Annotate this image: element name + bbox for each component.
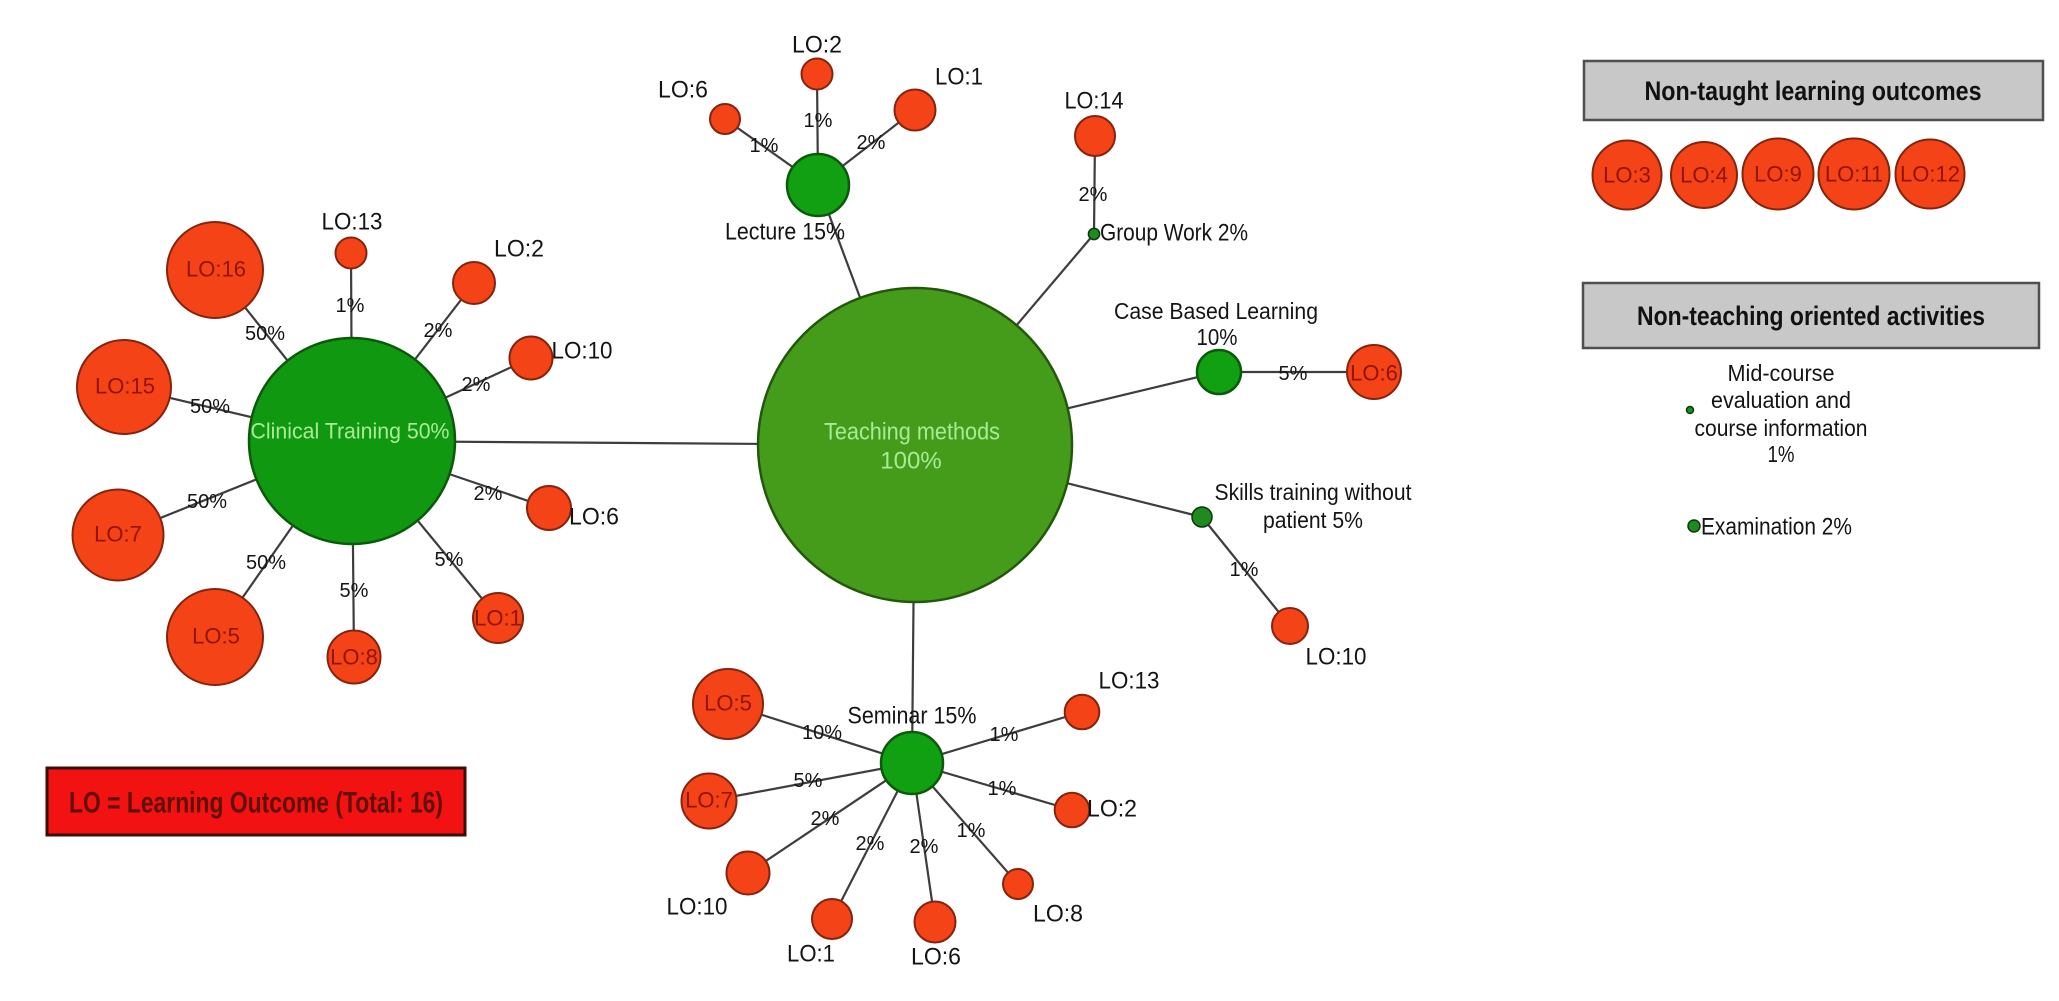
svg-text:2%: 2% <box>910 836 939 858</box>
svg-text:50%: 50% <box>190 396 230 418</box>
svg-text:LO:8: LO:8 <box>330 645 378 670</box>
svg-text:Teaching methods: Teaching methods <box>824 419 1000 446</box>
svg-text:LO:2: LO:2 <box>1087 796 1137 823</box>
svg-text:LO:5: LO:5 <box>704 691 752 716</box>
svg-text:LO:6: LO:6 <box>658 77 708 104</box>
svg-text:2%: 2% <box>424 320 453 342</box>
svg-text:LO:6: LO:6 <box>569 504 619 531</box>
svg-text:LO = Learning Outcome (Total:: LO = Learning Outcome (Total: 16) <box>69 787 443 820</box>
svg-text:5%: 5% <box>1279 363 1308 385</box>
svg-text:LO:1: LO:1 <box>787 941 835 968</box>
svg-text:Case Based Learning: Case Based Learning <box>1114 298 1318 324</box>
svg-text:Group Work 2%: Group Work 2% <box>1100 220 1248 247</box>
svg-text:course information: course information <box>1695 415 1868 441</box>
svg-text:1%: 1% <box>804 110 833 132</box>
svg-text:50%: 50% <box>187 491 227 513</box>
svg-text:1%: 1% <box>1768 441 1795 467</box>
svg-text:5%: 5% <box>794 770 823 792</box>
svg-text:2%: 2% <box>811 808 840 830</box>
svg-text:50%: 50% <box>246 552 286 574</box>
svg-text:1%: 1% <box>957 820 986 842</box>
svg-text:Seminar 15%: Seminar 15% <box>848 703 977 730</box>
svg-text:LO:2: LO:2 <box>792 32 842 59</box>
svg-text:Mid-course: Mid-course <box>1728 360 1835 386</box>
svg-text:5%: 5% <box>340 580 369 602</box>
svg-text:1%: 1% <box>336 295 365 317</box>
svg-text:LO:10: LO:10 <box>1306 644 1367 671</box>
svg-text:Non-teaching oriented activiti: Non-teaching oriented activities <box>1637 301 1985 331</box>
svg-text:LO:3: LO:3 <box>1603 163 1651 188</box>
svg-text:LO:5: LO:5 <box>192 624 240 649</box>
svg-text:2%: 2% <box>856 833 885 855</box>
svg-text:evaluation and: evaluation and <box>1711 387 1851 413</box>
svg-text:LO:8: LO:8 <box>1033 901 1083 928</box>
svg-text:LO:10: LO:10 <box>667 894 728 921</box>
svg-text:LO:6: LO:6 <box>1350 361 1398 386</box>
svg-text:5%: 5% <box>435 549 464 571</box>
svg-text:LO:11: LO:11 <box>1825 162 1883 187</box>
svg-text:1%: 1% <box>988 778 1017 800</box>
svg-text:LO:4: LO:4 <box>1680 163 1728 188</box>
svg-text:2%: 2% <box>857 132 886 154</box>
svg-text:LO:13: LO:13 <box>1099 668 1160 695</box>
svg-text:1%: 1% <box>1230 559 1259 581</box>
svg-text:LO:7: LO:7 <box>94 522 142 547</box>
svg-text:1%: 1% <box>750 135 779 157</box>
svg-text:LO:12: LO:12 <box>1900 162 1960 187</box>
svg-text:patient 5%: patient 5% <box>1263 507 1363 533</box>
svg-text:LO:2: LO:2 <box>494 236 544 263</box>
svg-text:LO:1: LO:1 <box>935 64 983 91</box>
svg-text:LO:13: LO:13 <box>322 209 383 236</box>
svg-text:LO:7: LO:7 <box>685 788 733 813</box>
svg-text:2%: 2% <box>1079 184 1108 206</box>
svg-text:Skills training without: Skills training without <box>1215 479 1413 505</box>
svg-text:50%: 50% <box>245 323 285 345</box>
svg-text:LO:15: LO:15 <box>95 374 155 399</box>
svg-text:LO:14: LO:14 <box>1065 88 1124 115</box>
svg-text:2%: 2% <box>462 374 491 396</box>
svg-text:LO:10: LO:10 <box>552 338 613 365</box>
svg-text:1%: 1% <box>990 724 1019 746</box>
svg-text:LO:1: LO:1 <box>474 606 522 631</box>
svg-text:Non-taught learning outcomes: Non-taught learning outcomes <box>1645 76 1982 106</box>
svg-text:LO:9: LO:9 <box>1754 162 1802 187</box>
svg-text:Lecture 15%: Lecture 15% <box>725 219 845 246</box>
svg-text:10%: 10% <box>1197 324 1238 350</box>
svg-text:Clinical Training 50%: Clinical Training 50% <box>251 419 450 444</box>
svg-text:LO:16: LO:16 <box>186 257 246 282</box>
svg-text:10%: 10% <box>802 722 842 744</box>
svg-text:Examination 2%: Examination 2% <box>1701 514 1852 541</box>
svg-text:LO:6: LO:6 <box>911 944 961 971</box>
svg-text:100%: 100% <box>880 448 941 475</box>
svg-text:2%: 2% <box>474 483 503 505</box>
